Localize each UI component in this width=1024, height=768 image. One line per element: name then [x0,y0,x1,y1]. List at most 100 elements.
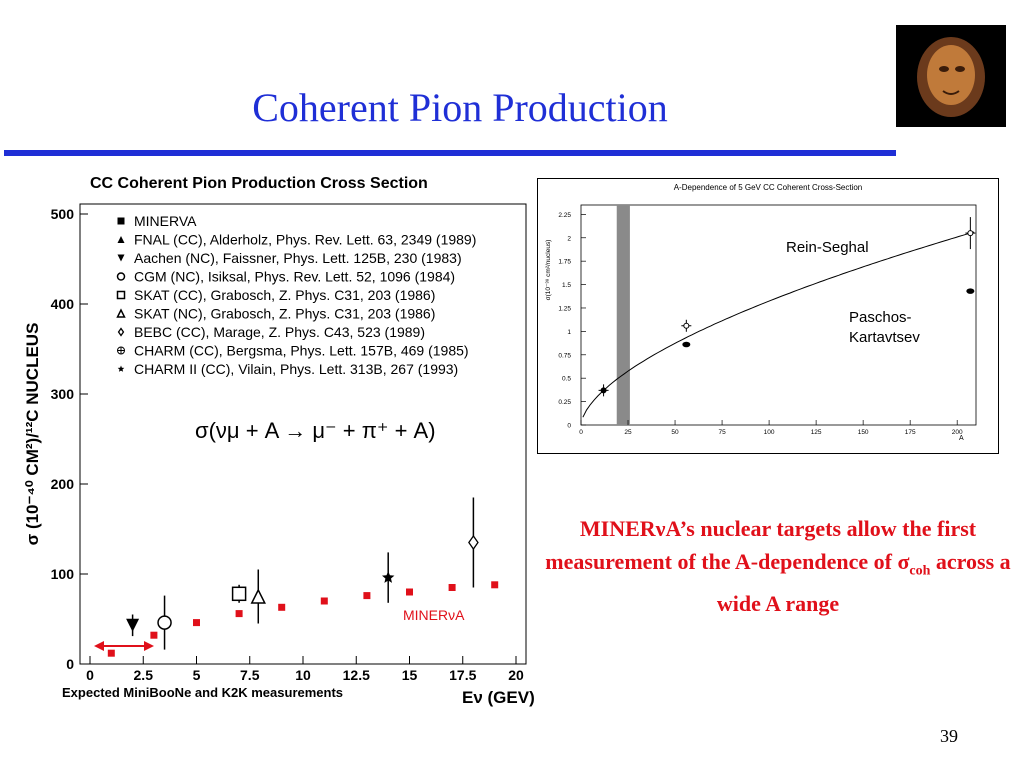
data-point [320,597,328,605]
data-point [406,588,413,596]
inset-title: A-Dependence of 5 GeV CC Coherent Cross-… [674,183,863,192]
cross-section-chart: CC Coherent Pion Production Cross Sectio… [23,175,535,707]
inset-x-tick-label: 75 [718,429,726,436]
inset-y-tick-label: 2 [567,235,571,242]
a-dependence-chart: A-Dependence of 5 GeV CC Coherent Cross-… [537,178,999,454]
inset-y-tick-label: 0.25 [558,399,571,406]
inset-x-tick-label: 125 [811,429,822,436]
legend-entry: Aachen (NC), Faissner, Phys. Lett. 125B,… [134,250,462,266]
data-point [468,534,479,551]
callout-sub: coh [909,563,931,579]
data-point [278,603,286,611]
paschos-label-2: Kartavtsev [849,329,920,346]
data-point [126,618,140,632]
inset-y-tick-label: 1.5 [562,282,571,289]
rein-seghal-point [683,322,690,329]
inset-x-tick-label: 100 [764,429,775,436]
inset-x-label: A [959,435,964,442]
callout-part1: MINER [579,516,656,541]
inset-y-tick-label: 0.5 [562,376,571,383]
y-tick-label: 100 [51,566,75,582]
paschos-point [682,341,691,348]
x-tick-label: 5 [193,667,201,683]
portrait-photo [896,25,1006,127]
inset-y-tick-label: 0 [567,423,571,430]
inset-x-tick-label: 200 [952,429,963,436]
x-tick-label: 10 [295,667,311,683]
legend-marker [117,346,125,355]
data-point [193,619,200,627]
paschos-point [966,288,975,294]
data-point [107,649,115,657]
legend-entry: SKAT (CC), Grabosch, Z. Phys. C31, 203 (… [134,287,435,303]
callout-sigma: σ [897,549,910,574]
inset-y-tick-label: 0.75 [558,352,571,359]
inset-y-tick-label: 1 [567,329,571,336]
expected-measurements-note: Expected MiniBooNe and K2K measurements [62,685,343,700]
inset-x-tick-label: 175 [905,429,916,436]
y-tick-label: 400 [51,296,75,312]
data-point [363,592,371,600]
rein-seghal-point [967,230,974,237]
chart-title: CC Coherent Pion Production Cross Sectio… [90,175,428,192]
y-tick-label: 0 [66,656,74,672]
x-tick-label: 0 [86,667,94,683]
legend-marker [117,365,125,372]
expected-range-arrow [94,641,154,651]
x-tick-label: 7.5 [240,667,260,683]
inset-y-tick-label: 2.25 [558,212,571,219]
inset-y-tick-label: 1.25 [558,305,571,312]
x-tick-label: 12.5 [343,667,370,683]
x-tick-label: 20 [508,667,524,683]
paschos-label-1: Paschos- [849,309,912,326]
legend-entry: CGM (NC), Isiksal, Phys. Rev. Lett. 52, … [134,269,455,285]
minerva-label: MINERνA [403,607,465,623]
rein-seghal-point [600,387,607,394]
y-tick-label: 200 [51,476,75,492]
legend-entry: MINERVA [134,213,197,229]
rein-seghal-curve [582,231,975,418]
callout-part3: across a wide A range [716,549,1011,617]
data-point [157,615,172,630]
data-point [382,571,395,583]
data-point [150,631,158,639]
legend-entry: FNAL (CC), Alderholz, Phys. Rev. Lett. 6… [134,232,476,248]
inset-x-tick-label: 150 [858,429,869,436]
legend-marker [117,327,125,337]
inset-x-tick-label: 25 [624,429,632,436]
x-tick-label: 17.5 [449,667,476,683]
title-rule [4,150,896,156]
data-point [231,586,247,602]
inset-y-label: σ(10⁻³⁸ cm²/nucleus) [545,240,552,301]
legend-marker [117,217,125,225]
data-point [250,588,266,604]
inset-y-tick-label: 1.75 [558,259,571,266]
reaction-formula: σ(νμ + A → μ⁻ + π⁺ + A) [195,418,436,443]
slide-title: Coherent Pion Production [252,85,668,130]
x-tick-label: 15 [402,667,418,683]
legend-entry: CHARM II (CC), Vilain, Phys. Lett. 313B,… [134,361,458,377]
minerva-callout: MINERνA’s nuclear targets allow the firs… [536,512,1020,620]
legend-entry: CHARM (CC), Bergsma, Phys. Lett. 157B, 4… [134,343,469,359]
legend-marker [117,254,125,262]
shaded-band [616,205,630,425]
data-point [448,584,456,591]
page-number: 39 [940,726,958,746]
data-point [235,610,243,618]
y-axis-label: σ (10⁻⁴⁰ CM²)/¹²C NUCLEUS [23,323,42,546]
y-tick-label: 500 [51,206,75,222]
callout-nu: ν [655,516,666,541]
legend-entry: BEBC (CC), Marage, Z. Phys. C43, 523 (19… [134,324,425,340]
legend-entry: SKAT (NC), Grabosch, Z. Phys. C31, 203 (… [134,306,435,322]
inset-x-tick-label: 0 [579,429,583,436]
inset-x-tick-label: 50 [671,429,679,436]
legend-marker [116,290,126,300]
x-axis-label: Eν (GEV) [462,688,535,707]
legend-marker [116,272,126,281]
callout-part2: A’s nuclear targets allow the first meas… [545,516,977,574]
y-tick-label: 300 [51,386,75,402]
data-point [491,581,499,589]
legend-marker [117,236,125,243]
rein-seghal-label: Rein-Seghal [786,239,869,256]
x-tick-label: 2.5 [134,667,154,683]
